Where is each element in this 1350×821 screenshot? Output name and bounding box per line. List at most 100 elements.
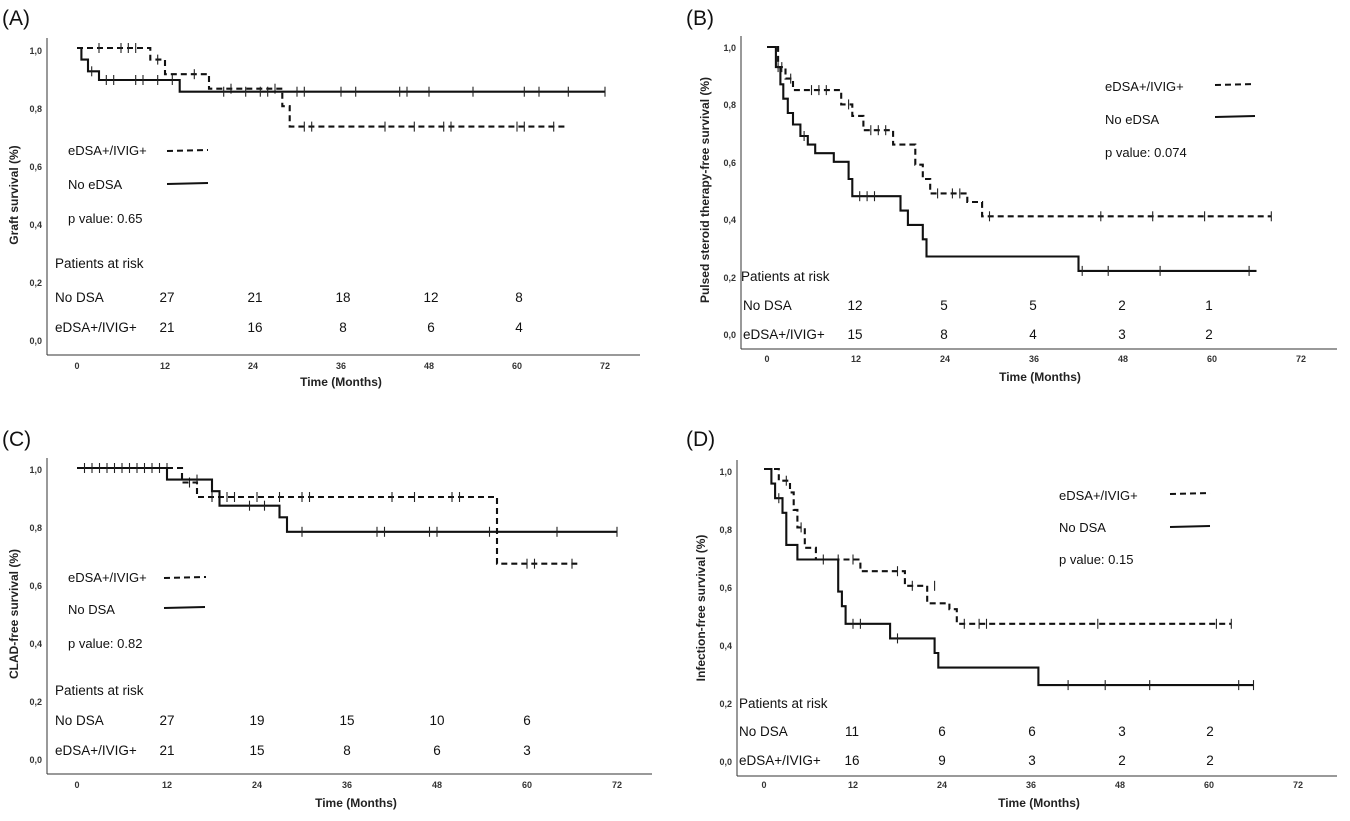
y-tick-label: 0,4 [723,215,736,225]
y-tick-label: 1,0 [723,43,736,53]
legend-label-solid: No eDSA [68,177,123,192]
risk-count: 6 [427,320,435,335]
km-curve-solid [77,466,617,533]
risk-count: 16 [844,753,859,768]
x-tick-label: 0 [74,361,79,371]
x-tick-label: 36 [1026,780,1036,790]
x-tick-label: 36 [336,361,346,371]
legend-swatch-dashed [1214,83,1256,86]
x-tick-label: 48 [424,361,434,371]
legend-swatch-dashed [163,576,207,579]
y-tick-label: 0,6 [29,162,42,172]
risk-count: 5 [940,298,948,313]
risk-count: 3 [1118,327,1126,342]
risk-count: 4 [515,320,523,335]
y-tick-label: 1,0 [29,465,42,475]
y-tick-label: 0,0 [719,757,732,767]
y-tick-label: 0,6 [29,581,42,591]
risk-table-title: Patients at risk [55,683,144,698]
risk-row-label: No DSA [739,724,788,739]
y-tick-label: 0,4 [29,220,42,230]
risk-count: 3 [1028,753,1036,768]
risk-count: 8 [343,743,351,758]
x-axis-label: Time (Months) [315,796,397,810]
risk-count: 2 [1118,298,1126,313]
risk-row-label: eDSA+/IVIG+ [55,320,137,335]
legend-swatch-solid [163,606,206,609]
y-axis-label: Infection-free survival (%) [694,535,708,682]
legend-label-dashed: eDSA+/IVIG+ [68,143,147,158]
y-tick-label: 0,8 [29,523,42,533]
risk-count: 6 [1028,724,1036,739]
y-tick-label: 1,0 [719,467,732,477]
legend-label-dashed: eDSA+/IVIG+ [1105,79,1184,94]
risk-count: 15 [847,327,862,342]
legend-label-dashed: eDSA+/IVIG+ [1059,488,1138,503]
km-curve-dashed [767,45,1272,218]
risk-count: 2 [1205,327,1213,342]
y-tick-label: 0,2 [29,697,42,707]
risk-count: 12 [423,290,438,305]
risk-count: 16 [247,320,262,335]
x-tick-label: 72 [1293,780,1303,790]
x-tick-label: 72 [1296,354,1306,364]
panel-label: (B) [686,7,714,30]
y-axis-label: CLAD-free survival (%) [7,549,21,679]
risk-count: 11 [845,724,859,739]
y-tick-label: 0,2 [723,273,736,283]
plot-area [77,463,618,569]
y-tick-label: 0,8 [723,100,736,110]
risk-count: 27 [159,713,174,728]
km-curve-dashed [77,466,580,565]
km-curve-solid [767,45,1257,272]
y-tick-label: 1,0 [29,46,42,56]
x-tick-label: 12 [162,780,172,790]
x-axis-label: Time (Months) [998,796,1080,810]
risk-count: 3 [523,743,531,758]
panel-label: (D) [686,428,715,451]
risk-count: 3 [1118,724,1126,739]
risk-row-label: eDSA+/IVIG+ [55,743,137,758]
km-curve-solid [764,467,1254,687]
risk-row-label: No DSA [55,290,104,305]
panel-label: (C) [2,428,31,451]
risk-count: 8 [339,320,347,335]
y-tick-label: 0,6 [723,158,736,168]
x-tick-label: 60 [512,361,522,371]
x-tick-label: 48 [1115,780,1125,790]
panel-a: (A) Graft survival (%) Time (Months) 0,0… [2,7,640,389]
x-tick-label: 12 [848,780,858,790]
x-tick-label: 24 [252,780,262,790]
risk-count: 6 [523,713,531,728]
legend-swatch-solid [1214,115,1256,118]
risk-count: 2 [1206,753,1214,768]
x-tick-label: 48 [432,780,442,790]
x-tick-label: 48 [1118,354,1128,364]
plot-area [767,45,1272,276]
panel-d: (D) Infection-free survival (%) Time (Mo… [686,428,1337,810]
legend-swatch-solid [166,182,209,185]
risk-count: 18 [335,290,350,305]
risk-count: 10 [429,713,444,728]
y-tick-label: 0,0 [29,755,42,765]
risk-count: 21 [247,290,262,305]
risk-row-label: No DSA [743,298,792,313]
plot-area [764,467,1255,691]
y-tick-label: 0,4 [29,639,42,649]
x-axis-label: Time (Months) [300,375,382,389]
risk-count: 5 [1029,298,1037,313]
risk-count: 2 [1206,724,1214,739]
x-tick-label: 36 [342,780,352,790]
panel-label: (A) [2,7,30,30]
x-tick-label: 60 [1207,354,1217,364]
y-tick-label: 0,8 [29,104,42,114]
risk-row-label: No DSA [55,713,104,728]
x-tick-label: 36 [1029,354,1039,364]
risk-count: 6 [433,743,441,758]
x-tick-label: 60 [1204,780,1214,790]
panel-c: (C) CLAD-free survival (%) Time (Months)… [2,428,652,810]
y-tick-label: 0,8 [719,525,732,535]
x-tick-label: 0 [761,780,766,790]
km-curve-dashed [764,467,1232,625]
